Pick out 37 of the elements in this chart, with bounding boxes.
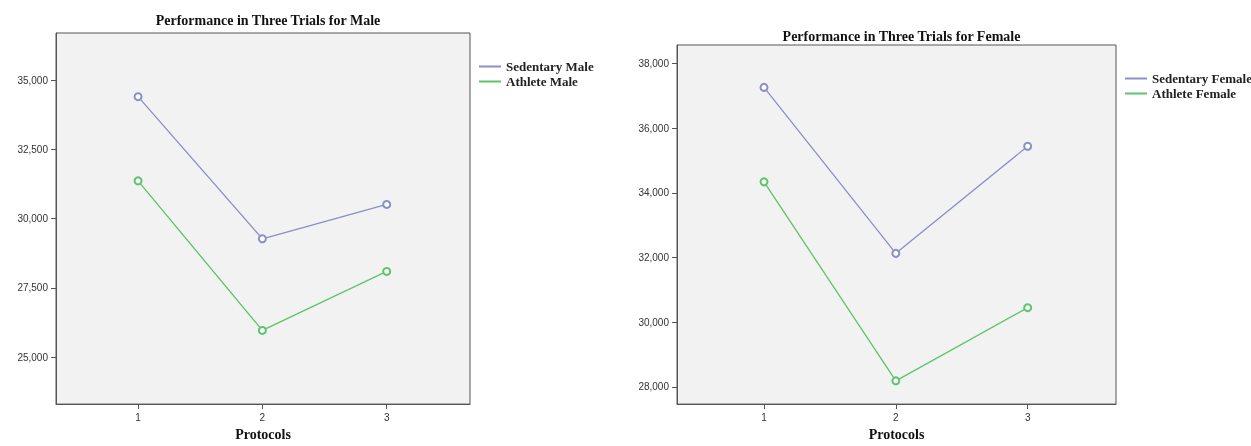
y-tick-label: 38,000 [638, 57, 670, 69]
chart-title: Performance in Three Trials for Male [155, 12, 381, 28]
point [133, 92, 143, 102]
point [133, 176, 143, 186]
point [382, 199, 392, 209]
x-axis-title: Protocols [235, 426, 292, 442]
legend-label: Sedentary Female [1152, 71, 1251, 86]
point [891, 376, 901, 386]
point [759, 177, 769, 187]
x-tick-label: 1 [761, 411, 768, 423]
y-tick-label: 36,000 [638, 122, 670, 134]
legend-label: Athlete Male [506, 74, 579, 89]
point [1023, 141, 1033, 151]
point [382, 266, 392, 276]
y-tick-label: 34,000 [638, 187, 670, 199]
y-tick-label: 28,000 [638, 381, 670, 393]
point [257, 234, 267, 244]
point [1023, 303, 1033, 313]
x-tick-label: 3 [383, 411, 390, 423]
x-tick-label: 1 [135, 411, 142, 423]
y-tick-label: 32,000 [638, 252, 670, 264]
chart-title: Performance in Three Trials for Female [782, 28, 1021, 44]
y-tick-label: 30,000 [17, 213, 49, 225]
legend-label: Athlete Female [1152, 86, 1237, 101]
y-tick-label: 30,000 [638, 316, 670, 328]
legend-label: Sedentary Male [506, 59, 594, 74]
point [257, 325, 267, 335]
y-tick-label: 32,500 [17, 143, 49, 155]
point [891, 248, 901, 258]
y-tick-label: 27,500 [17, 282, 49, 294]
y-tick-label: 35,000 [17, 74, 49, 86]
x-tick-label: 3 [1024, 411, 1031, 423]
x-axis-title: Protocols [868, 426, 925, 442]
x-tick-label: 2 [893, 411, 900, 423]
x-tick-label: 2 [259, 411, 266, 423]
point [759, 82, 769, 92]
y-tick-label: 25,000 [17, 351, 49, 363]
